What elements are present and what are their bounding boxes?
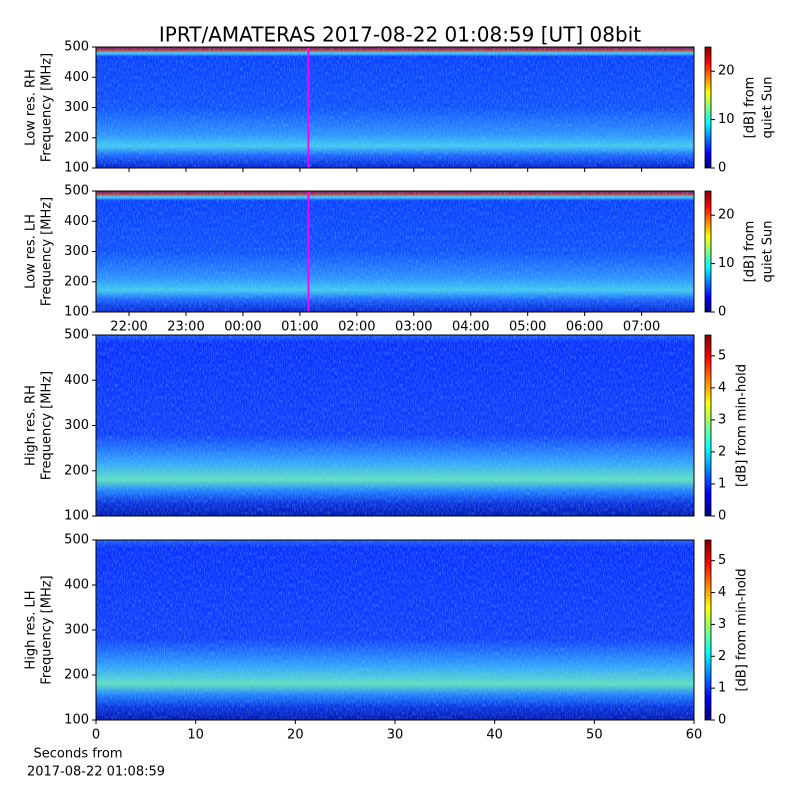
y-tick-label: 200 [64,274,89,289]
spectrogram-texture [96,335,694,516]
y-tick-label: 500 [64,40,89,55]
colorbar-tick-label: 4 [718,585,726,600]
y-tick-label: 500 [64,184,89,199]
x-axis-label: Seconds from [33,747,122,762]
y-tick-label: 100 [64,305,89,320]
x-tick-label: 10 [187,728,204,743]
y-tick-label: 300 [64,418,89,433]
y-tick-label: 300 [64,623,89,638]
y-tick-label: 400 [64,373,89,388]
x-tick-label: 22:00 [110,320,147,335]
x-tick-label: 05:00 [509,320,546,335]
x-tick-label: 06:00 [566,320,603,335]
y-tick-label: 200 [64,463,89,478]
colorbar-tick-label: 20 [718,64,735,79]
y-tick-label: 400 [64,70,89,85]
y-tick-label: 300 [64,100,89,115]
spectrogram-texture [96,47,694,168]
x-tick-label: 03:00 [395,320,432,335]
colorbar-label: quiet Sun [761,220,776,282]
y-tick-label: 400 [64,214,89,229]
colorbar-tick-label: 3 [718,412,726,427]
y-axis-label: Frequency [MHz] [40,575,55,684]
colorbar-tick-label: 0 [718,305,726,320]
colorbar-tick-label: 0 [718,713,726,728]
colorbar-tick-label: 1 [718,476,726,491]
colorbar-tick-label: 10 [718,112,735,127]
colorbar-tick-label: 0 [718,509,726,524]
colorbar-tick-label: 2 [718,444,726,459]
y-axis-label: High res. RH [24,385,39,466]
x-tick-label: 0 [92,728,100,743]
x-axis-label: 2017-08-22 01:08:59 [27,765,165,780]
colorbar-tick-label: 0 [718,161,726,176]
spectrogram-texture [96,540,694,720]
y-axis-label: Low res. RH [24,69,39,146]
y-axis-label: Frequency [MHz] [40,371,55,480]
y-tick-label: 100 [64,161,89,176]
colorbar-tick-label: 1 [718,681,726,696]
y-tick-label: 400 [64,578,89,593]
y-tick-label: 200 [64,668,89,683]
colorbar-label: [dB] from min-hold [735,364,750,487]
y-tick-label: 500 [64,533,89,548]
colorbar [704,190,712,313]
x-tick-label: 40 [486,728,503,743]
colorbar-label: [dB] from min-hold [735,568,750,691]
x-tick-label: 01:00 [281,320,318,335]
x-tick-label: 30 [387,728,404,743]
colorbar-tick-label: 10 [718,256,735,271]
colorbar [704,539,712,721]
y-axis-label: Low res. LH [24,214,39,289]
colorbar-tick-label: 2 [718,649,726,664]
colorbar-tick-label: 5 [718,553,726,568]
x-tick-label: 02:00 [338,320,375,335]
y-tick-label: 300 [64,244,89,259]
y-axis-label: Frequency [MHz] [40,53,55,162]
colorbar-label: [dB] from [743,77,758,139]
x-tick-label: 23:00 [167,320,204,335]
x-tick-label: 04:00 [452,320,489,335]
x-tick-label: 07:00 [623,320,660,335]
colorbar-tick-label: 5 [718,348,726,363]
colorbar-label: quiet Sun [761,76,776,138]
x-tick-label: 20 [287,728,304,743]
y-tick-label: 200 [64,130,89,145]
y-tick-label: 100 [64,509,89,524]
y-tick-label: 500 [64,328,89,343]
colorbar-tick-label: 3 [718,617,726,632]
y-axis-label: High res. LH [24,590,39,669]
x-tick-label: 00:00 [224,320,261,335]
colorbar-tick-label: 4 [718,380,726,395]
figure-title: IPRT/AMATERAS 2017-08-22 01:08:59 [UT] 0… [159,23,641,47]
colorbar [704,46,712,169]
y-tick-label: 100 [64,713,89,728]
x-tick-label: 60 [686,728,703,743]
colorbar-label: [dB] from [743,221,758,283]
y-axis-label: Frequency [MHz] [40,197,55,306]
x-tick-label: 50 [586,728,603,743]
spectrogram-texture [96,191,694,312]
colorbar-tick-label: 20 [718,208,735,223]
colorbar [704,334,712,517]
